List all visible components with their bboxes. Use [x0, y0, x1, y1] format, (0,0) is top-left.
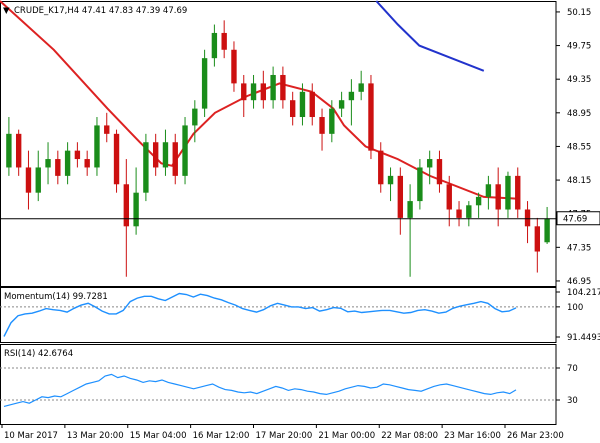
- main-ytick-label: 48.55: [567, 142, 591, 152]
- main-ytick-label: 46.95: [567, 277, 591, 287]
- candle-body: [201, 58, 208, 109]
- main-ytick-label: 50.15: [567, 8, 591, 18]
- candle-body: [104, 125, 110, 134]
- candle-body: [94, 125, 100, 168]
- candle-body: [505, 175, 511, 210]
- rsi-line: [3, 373, 517, 407]
- rsi-title: RSI(14) 42.6764: [4, 349, 73, 359]
- candle-body: [280, 74, 286, 101]
- rsi-ytick-label: 70: [567, 364, 578, 374]
- candle-body: [6, 133, 12, 168]
- candle-body: [15, 133, 22, 168]
- candle-body: [436, 159, 443, 185]
- x-tick-label: 26 Mar 23:00: [507, 431, 564, 441]
- x-tick-label: 15 Mar 04:00: [130, 431, 187, 441]
- candle-body: [64, 150, 71, 176]
- candle-body: [426, 159, 433, 168]
- ma-slow-line: [375, 0, 485, 72]
- candle-body: [348, 91, 355, 101]
- main-ytick-label: 49.35: [567, 75, 591, 85]
- candle-body: [378, 150, 384, 185]
- candle-body: [544, 218, 550, 243]
- candle-body: [299, 91, 306, 118]
- candle-body: [231, 49, 237, 84]
- rsi-ytick-label: 30: [567, 396, 578, 406]
- candle-body: [358, 83, 364, 92]
- x-tick-label: 17 Mar 20:00: [256, 431, 313, 441]
- candle-body: [35, 167, 41, 193]
- main-ytick-label: 47.35: [567, 243, 591, 253]
- candle-body: [211, 32, 218, 59]
- candle-body: [485, 184, 492, 197]
- candle-body: [113, 133, 120, 185]
- pane-border-1: [0, 287, 557, 343]
- candle-body: [368, 83, 374, 151]
- candle-body: [55, 159, 61, 176]
- candle-body: [309, 91, 315, 118]
- candle-body: [338, 100, 345, 109]
- candle-body: [133, 192, 139, 227]
- x-tick-label: 13 Mar 20:00: [67, 431, 124, 441]
- pane-border-2: [0, 344, 557, 425]
- candle-body: [241, 83, 247, 101]
- candle-body: [397, 175, 404, 218]
- candle-body: [250, 83, 257, 101]
- candle-body: [515, 175, 521, 210]
- candle-body: [192, 108, 198, 126]
- candle-body: [495, 184, 501, 210]
- candle-body: [152, 142, 159, 168]
- candle-body: [456, 209, 462, 218]
- candle-body: [446, 184, 452, 210]
- candle-body: [143, 142, 149, 193]
- main-title: CRUDE_K17,H4 47.41 47.83 47.39 47.69: [14, 6, 187, 16]
- candle-body: [74, 150, 81, 160]
- candle-body: [466, 205, 472, 218]
- candle-body: [221, 32, 227, 50]
- momentum-title: Momentum(14) 99.7281: [4, 292, 108, 302]
- candle-body: [329, 108, 335, 134]
- candle-body: [475, 196, 482, 206]
- main-title-arrow: ▼: [3, 6, 10, 16]
- pane-border-0: [0, 1, 557, 287]
- candle-body: [524, 209, 531, 227]
- candle-body: [270, 74, 276, 101]
- x-tick-label: 21 Mar 00:00: [318, 431, 375, 441]
- x-tick-label: 16 Mar 12:00: [193, 431, 250, 441]
- candle-body: [182, 125, 188, 176]
- momentum-line: [3, 292, 517, 337]
- candle-body: [417, 167, 423, 202]
- main-ytick-label: 48.95: [567, 109, 591, 119]
- candle-body: [172, 142, 178, 176]
- x-tick-label: 23 Mar 16:00: [444, 431, 501, 441]
- candle-body: [260, 83, 267, 101]
- candle-body: [407, 201, 413, 218]
- candle-body: [45, 159, 51, 168]
- candle-body: [319, 117, 325, 134]
- candle-body: [162, 142, 169, 168]
- main-ytick-label: 48.15: [567, 176, 591, 186]
- momentum-ytick-label: 91.4493: [567, 333, 600, 343]
- x-tick-label: 22 Mar 08:00: [381, 431, 438, 441]
- candle-body: [123, 184, 130, 227]
- candle-body: [84, 159, 90, 168]
- main-ytick-label: 49.75: [567, 42, 591, 52]
- current-price-box: [556, 211, 600, 226]
- current-price-label: 47.69: [563, 215, 587, 225]
- x-tick-label: 10 Mar 2017: [4, 431, 58, 441]
- candle-body: [289, 100, 296, 118]
- momentum-ytick-label: 100: [567, 303, 583, 313]
- candle-body: [534, 226, 541, 252]
- candle-body: [25, 167, 32, 193]
- candle-body: [387, 175, 394, 185]
